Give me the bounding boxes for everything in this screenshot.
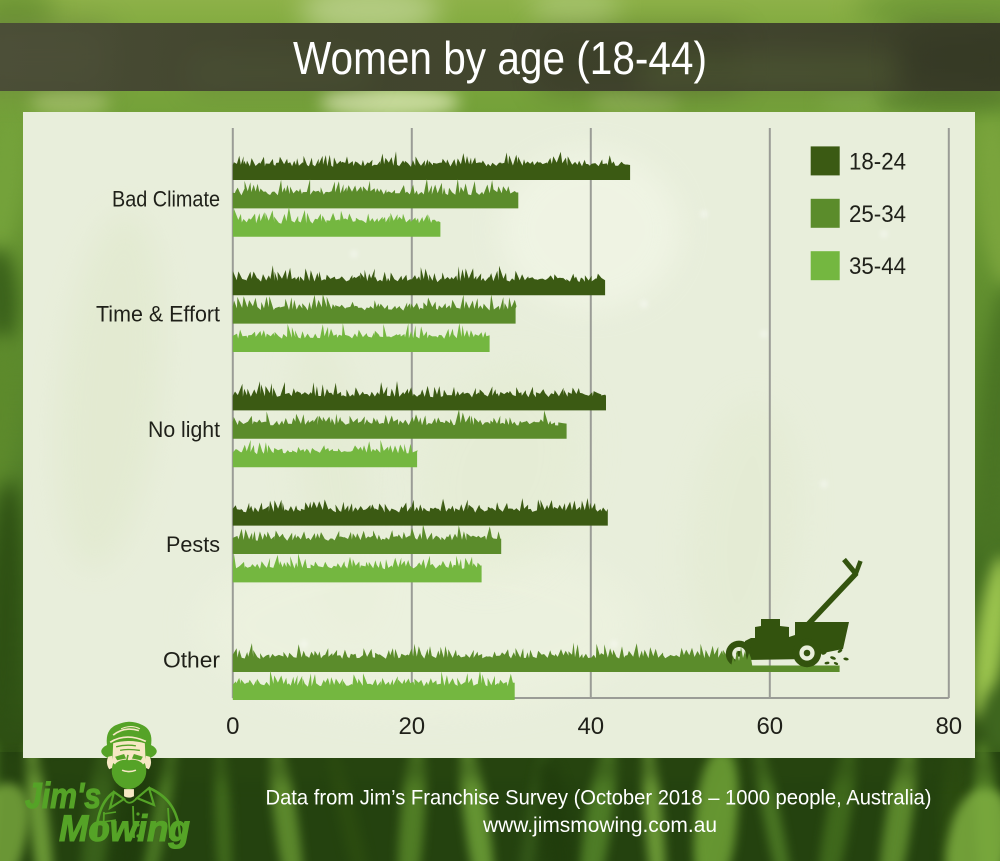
svg-text:Time & Effort: Time & Effort [96, 302, 220, 327]
svg-text:80: 80 [935, 713, 962, 740]
svg-text:35-44: 35-44 [849, 253, 906, 280]
svg-text:Other: Other [163, 647, 220, 672]
svg-text:Pests: Pests [166, 532, 220, 557]
svg-text:Mowing: Mowing [59, 808, 190, 849]
svg-text:60: 60 [756, 713, 783, 740]
svg-text:25-34: 25-34 [849, 201, 906, 228]
svg-text:40: 40 [577, 713, 604, 740]
svg-text:20: 20 [398, 713, 425, 740]
svg-text:Jim's: Jim's [25, 775, 101, 816]
svg-text:Women by age (18-44): Women by age (18-44) [293, 32, 707, 84]
svg-text:Bad Climate: Bad Climate [112, 187, 220, 212]
svg-text:No light: No light [148, 417, 220, 442]
svg-text:Data from Jim’s Franchise Surv: Data from Jim’s Franchise Survey (Octobe… [266, 787, 932, 810]
svg-text:www.jimsmowing.com.au: www.jimsmowing.com.au [482, 814, 717, 837]
svg-text:0: 0 [226, 713, 239, 740]
svg-text:18-24: 18-24 [849, 148, 906, 175]
